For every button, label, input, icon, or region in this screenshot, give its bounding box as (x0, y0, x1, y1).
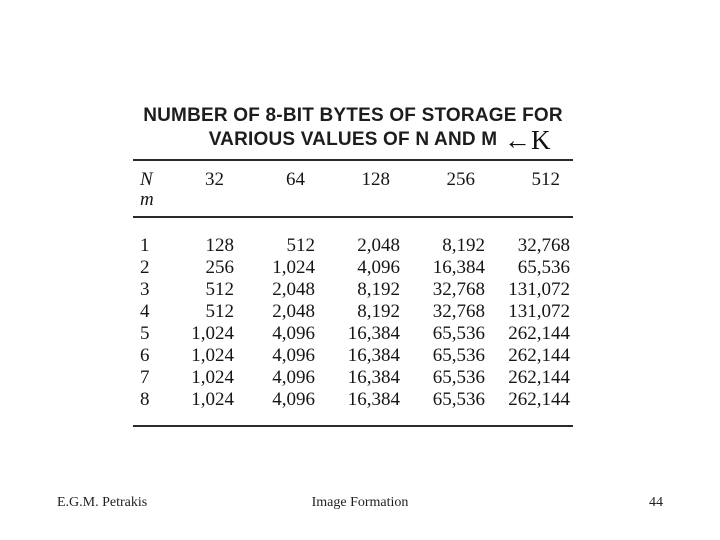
row-label: 6 (140, 345, 150, 366)
row-label: 4 (140, 301, 150, 322)
table-cell: 32,768 (517, 235, 570, 256)
table-cell: 16,384 (347, 389, 400, 410)
table-row: 6 1,024 4,096 16,384 65,536 262,144 (133, 345, 573, 367)
table-cell: 65,536 (432, 367, 485, 388)
table-cell: 65,536 (432, 345, 485, 366)
row-label: 7 (140, 367, 150, 388)
table-cell: 256 (205, 257, 235, 278)
table-cell: 4,096 (272, 345, 315, 366)
storage-table: N m 32 64 128 256 512 1 128 512 2,048 8,… (133, 159, 573, 427)
table-row: 2 256 1,024 4,096 16,384 65,536 (133, 257, 573, 279)
table-cell: 32,768 (432, 279, 485, 300)
table-cell: 16,384 (347, 345, 400, 366)
table-cell: 1,024 (191, 323, 234, 344)
table-cell: 4,096 (272, 389, 315, 410)
table-cell: 1,024 (191, 389, 234, 410)
table-cell: 65,536 (517, 257, 570, 278)
table-cell: 131,072 (508, 279, 570, 300)
corner-n-label: N (140, 169, 153, 190)
table-cell: 512 (205, 301, 235, 322)
table-row: 8 1,024 4,096 16,384 65,536 262,144 (133, 389, 573, 426)
table-row: 5 1,024 4,096 16,384 65,536 262,144 (133, 323, 573, 345)
table-row: 4 512 2,048 8,192 32,768 131,072 (133, 301, 573, 323)
table-cell: 262,144 (508, 389, 570, 410)
corner-cell: N m (133, 160, 158, 217)
column-header: 32 (205, 169, 224, 190)
row-label: 2 (140, 257, 150, 278)
corner-m-label: m (140, 189, 154, 210)
table-cell: 2,048 (272, 301, 315, 322)
table-cell: 4,096 (272, 323, 315, 344)
table-cell: 16,384 (432, 257, 485, 278)
table-cell: 8,192 (442, 235, 485, 256)
table-cell: 262,144 (508, 323, 570, 344)
footer-author: E.G.M. Petrakis (57, 495, 148, 510)
column-header: 256 (446, 169, 476, 190)
table-cell: 1,024 (272, 257, 315, 278)
table-cell: 1,024 (191, 367, 234, 388)
table-cell: 8,192 (357, 279, 400, 300)
table-cell: 16,384 (347, 323, 400, 344)
table-cell: 65,536 (432, 389, 485, 410)
table-cell: 2,048 (272, 279, 315, 300)
table-cell: 2,048 (357, 235, 400, 256)
column-header: 128 (361, 169, 391, 190)
footer-presentation-title: Image Formation (311, 495, 409, 510)
column-header: 64 (286, 169, 305, 190)
table-cell: 4,096 (272, 367, 315, 388)
table-cell: 128 (205, 235, 235, 256)
table-row: 1 128 512 2,048 8,192 32,768 (133, 217, 573, 257)
row-label: 1 (140, 235, 150, 256)
row-label: 5 (140, 323, 150, 344)
row-label: 8 (140, 389, 150, 410)
table-row: 7 1,024 4,096 16,384 65,536 262,144 (133, 367, 573, 389)
table-title-line2: VARIOUS VALUES OF N AND M (208, 129, 498, 150)
table-row: 3 512 2,048 8,192 32,768 131,072 (133, 279, 573, 301)
row-label: 3 (140, 279, 150, 300)
table-cell: 16,384 (347, 367, 400, 388)
table-cell: 131,072 (508, 301, 570, 322)
arrow-k-annotation: ←K (504, 125, 551, 155)
storage-table-header: N m 32 64 128 256 512 (133, 160, 573, 217)
table-cell: 65,536 (432, 323, 485, 344)
column-header: 512 (531, 169, 561, 190)
table-cell: 8,192 (357, 301, 400, 322)
table-cell: 512 (286, 235, 316, 256)
table-title-line1: NUMBER OF 8-BIT BYTES OF STORAGE FOR (143, 105, 563, 126)
table-cell: 32,768 (432, 301, 485, 322)
table-cell: 1,024 (191, 345, 234, 366)
table-title: NUMBER OF 8-BIT BYTES OF STORAGE FOR VAR… (133, 104, 573, 152)
table-cell: 262,144 (508, 345, 570, 366)
storage-table-body: 1 128 512 2,048 8,192 32,768 2 256 1,024… (133, 217, 573, 426)
table-cell: 4,096 (357, 257, 400, 278)
footer-page-number: 44 (649, 495, 663, 510)
table-cell: 512 (205, 279, 235, 300)
table-cell: 262,144 (508, 367, 570, 388)
